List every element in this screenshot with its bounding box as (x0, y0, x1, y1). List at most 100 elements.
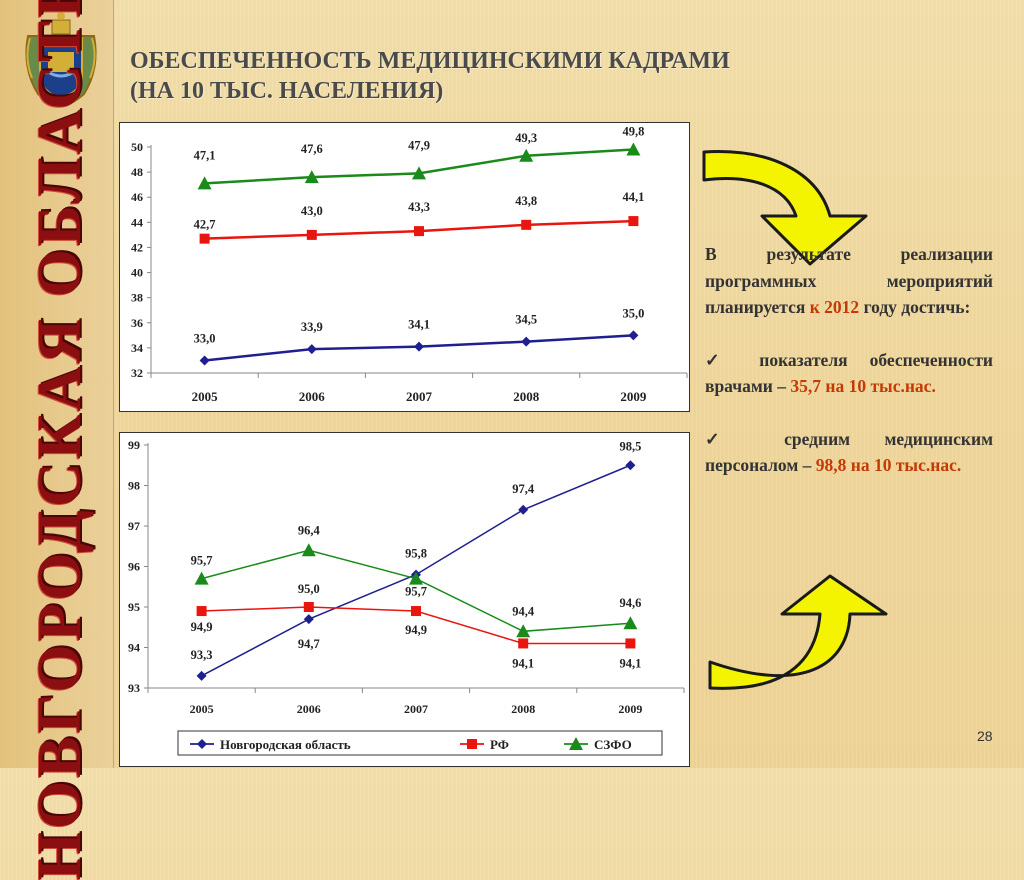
data-point-novgorod (625, 460, 636, 471)
data-point-rf (306, 229, 317, 240)
x-tick-label: 2006 (299, 389, 326, 404)
legend-marker-novgorod (197, 739, 207, 749)
y-tick-label: 44 (131, 215, 143, 229)
y-tick-label: 38 (131, 291, 143, 305)
data-point-rf (521, 219, 532, 230)
goals-intro: В результате реализации программных меро… (705, 241, 993, 321)
y-tick-label: 97 (128, 519, 140, 533)
legend-marker-szfo (569, 737, 583, 750)
goals-intro-year: к 2012 (809, 297, 860, 317)
series-rf: 42,7 43,0 43,3 43,8 44,1 (194, 190, 644, 244)
data-point-novgorod (306, 344, 317, 355)
data-label-szfo: 49,8 (622, 125, 644, 139)
y-tick-label: 94 (128, 641, 140, 655)
data-label-rf: 94,1 (619, 656, 641, 670)
data-point-szfo (412, 166, 426, 180)
data-label-szfo: 47,9 (408, 138, 430, 152)
data-point-szfo (626, 142, 641, 156)
legend-label-szfo: СЗФО (594, 737, 632, 752)
doctors-chart: 32 34 36 38 40 42 44 46 48 50 2005 2006 2007 2008 2009… (119, 122, 690, 412)
data-label-novgorod: 98,5 (619, 439, 641, 453)
data-label-szfo: 95,7 (405, 585, 427, 599)
data-point-novgorod (196, 670, 207, 681)
data-label-szfo: 94,6 (619, 596, 641, 610)
y-tick-label: 40 (131, 266, 143, 280)
data-point-szfo (194, 571, 209, 585)
x-tick-label: 2007 (406, 389, 433, 404)
data-label-novgorod: 94,7 (298, 637, 320, 651)
y-tick-label: 34 (131, 341, 143, 355)
data-label-szfo: 96,4 (298, 523, 321, 537)
data-point-rf (628, 216, 639, 227)
goals-intro-text: В результате реализации программных меро… (705, 244, 993, 317)
data-point-szfo (516, 624, 531, 638)
data-point-novgorod (414, 341, 424, 352)
data-label-szfo: 47,1 (194, 148, 216, 162)
data-point-szfo (519, 148, 534, 162)
sidebar: НОВГОРОДСКАЯ ОБЛАСТЬ (0, 0, 114, 880)
data-label-rf: 94,9 (191, 620, 213, 634)
data-point-szfo (623, 616, 638, 630)
goal-doctors: ✓ показателя обеспеченности врачами – 35… (705, 347, 993, 400)
coat-of-arms-icon (25, 12, 97, 108)
y-tick-label: 99 (128, 438, 140, 452)
data-point-rf (411, 606, 421, 617)
nurses-chart: 93 94 95 96 97 98 99 2005 2006 2007 2008 2009 93,3 94… (119, 432, 690, 767)
data-point-rf (303, 602, 314, 612)
checkmark-icon: ✓ (705, 428, 750, 449)
page-title: ОБЕСПЕЧЕННОСТЬ МЕДИЦИНСКИМИ КАДРАМИ (НА … (130, 46, 830, 106)
y-tick-label: 96 (128, 560, 140, 574)
y-tick-label: 50 (131, 140, 143, 154)
goal-nurses-text: средним медицинским персоналом – (705, 428, 993, 476)
data-label-novgorod: 34,5 (515, 313, 537, 327)
data-label-rf: 44,1 (622, 190, 644, 204)
data-point-rf (414, 226, 424, 237)
x-tick-label: 2007 (404, 702, 428, 716)
series-rf: 94,9 95,0 94,9 94,1 94,1 (191, 582, 642, 670)
doctors-chart-svg: 32 34 36 38 40 42 44 46 48 50 2005 2006 2007 2008 2009… (131, 125, 688, 404)
legend-label-rf: РФ (490, 737, 509, 752)
data-point-rf (518, 638, 529, 649)
x-tick-label: 2006 (297, 702, 321, 716)
x-tick-label: 2008 (511, 702, 535, 716)
data-point-novgorod (518, 504, 529, 515)
series-szfo: 47,1 47,6 47,9 49,3 49,8 (194, 125, 644, 190)
chart-legend: Новгородская область РФ СЗФО (177, 730, 663, 756)
data-label-novgorod: 33,0 (194, 331, 216, 345)
data-point-novgorod (521, 336, 532, 347)
curved-arrow-up-icon (708, 574, 888, 690)
y-tick-label: 36 (131, 316, 143, 330)
x-tick-label: 2005 (192, 389, 219, 404)
data-label-rf: 43,3 (408, 200, 430, 214)
data-point-rf (625, 638, 636, 649)
y-tick-label: 46 (131, 190, 143, 204)
data-label-szfo: 94,4 (512, 604, 535, 618)
data-point-novgorod (199, 355, 210, 366)
page-title-line-1: ОБЕСПЕЧЕННОСТЬ МЕДИЦИНСКИМИ КАДРАМИ (130, 48, 730, 74)
page-title-line-2: (НА 10 ТЫС. НАСЕЛЕНИЯ) (130, 78, 444, 104)
data-label-novgorod: 97,4 (512, 482, 535, 496)
legend-marker-rf (467, 739, 477, 749)
data-label-novgorod: 34,1 (408, 318, 430, 332)
data-label-szfo: 49,3 (515, 131, 537, 145)
x-tick-label: 2008 (513, 389, 540, 404)
series-szfo: 95,7 96,4 95,7 94,4 94,6 (191, 523, 641, 638)
data-label-novgorod: 93,3 (191, 648, 213, 662)
y-tick-label: 95 (128, 600, 140, 614)
data-label-szfo: 95,7 (191, 554, 213, 568)
data-label-novgorod: 35,0 (622, 306, 644, 320)
data-point-novgorod (628, 330, 639, 341)
y-tick-label: 48 (131, 165, 143, 179)
data-point-szfo (197, 176, 212, 190)
data-label-rf: 42,7 (194, 218, 216, 232)
data-point-szfo (409, 571, 423, 585)
goal-nurses: ✓ средним медицинским персоналом – 98,8 … (705, 426, 993, 479)
data-label-rf: 43,0 (301, 204, 323, 218)
x-tick-label: 2009 (618, 702, 642, 716)
x-tick-label: 2005 (190, 702, 214, 716)
checkmark-icon: ✓ (705, 349, 738, 370)
data-point-novgorod (303, 614, 314, 625)
x-tick-label: 2009 (620, 389, 647, 404)
data-label-rf: 43,8 (515, 194, 537, 208)
